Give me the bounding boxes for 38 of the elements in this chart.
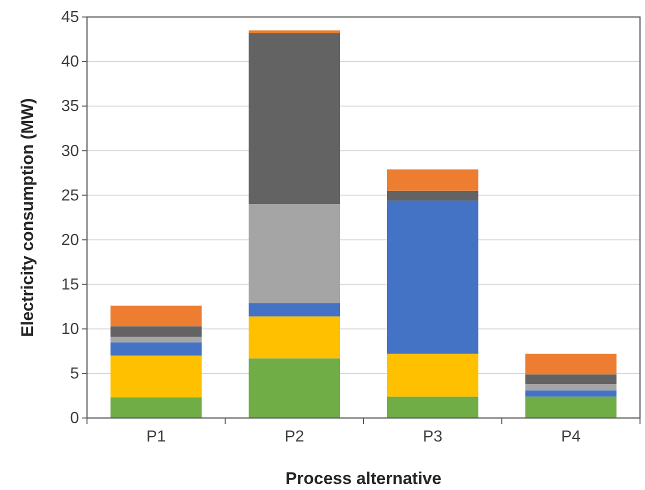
y-tick-label: 30	[61, 142, 80, 160]
bar	[248, 303, 340, 316]
x-axis-title: Process alternative	[286, 469, 442, 488]
y-tick-label: 0	[70, 410, 80, 428]
bar	[525, 354, 616, 374]
y-tick-label: 25	[61, 187, 80, 204]
y-tick-label: 35	[61, 98, 80, 116]
y-tick-label: 15	[61, 276, 80, 294]
bar	[248, 33, 340, 204]
y-tick-label: 45	[61, 9, 80, 26]
bar	[387, 354, 478, 397]
bar	[248, 204, 340, 304]
bar	[110, 342, 202, 356]
bar	[525, 396, 616, 418]
bar	[248, 316, 340, 358]
bar	[525, 384, 616, 390]
bar	[387, 396, 478, 418]
bar	[248, 30, 340, 34]
bar	[110, 336, 202, 342]
x-tick-label: P2	[284, 428, 304, 446]
bar	[110, 398, 202, 418]
bar	[525, 374, 616, 384]
x-tick-label: P4	[561, 428, 581, 446]
bar	[248, 358, 340, 418]
x-tick-label: P1	[146, 428, 166, 446]
y-tick-label: 40	[61, 54, 80, 71]
bar	[387, 169, 478, 191]
y-tick-label: 5	[70, 366, 80, 383]
bar	[525, 390, 616, 397]
bar	[387, 200, 478, 354]
bar	[110, 356, 202, 398]
y-tick-label: 20	[61, 232, 80, 249]
bar	[110, 306, 202, 326]
bar	[387, 190, 478, 201]
x-tick-label: P3	[422, 428, 443, 446]
y-tick-label: 10	[61, 321, 80, 338]
bar	[110, 326, 202, 337]
y-axis-title: Electricity consumption (MW)	[18, 98, 37, 337]
